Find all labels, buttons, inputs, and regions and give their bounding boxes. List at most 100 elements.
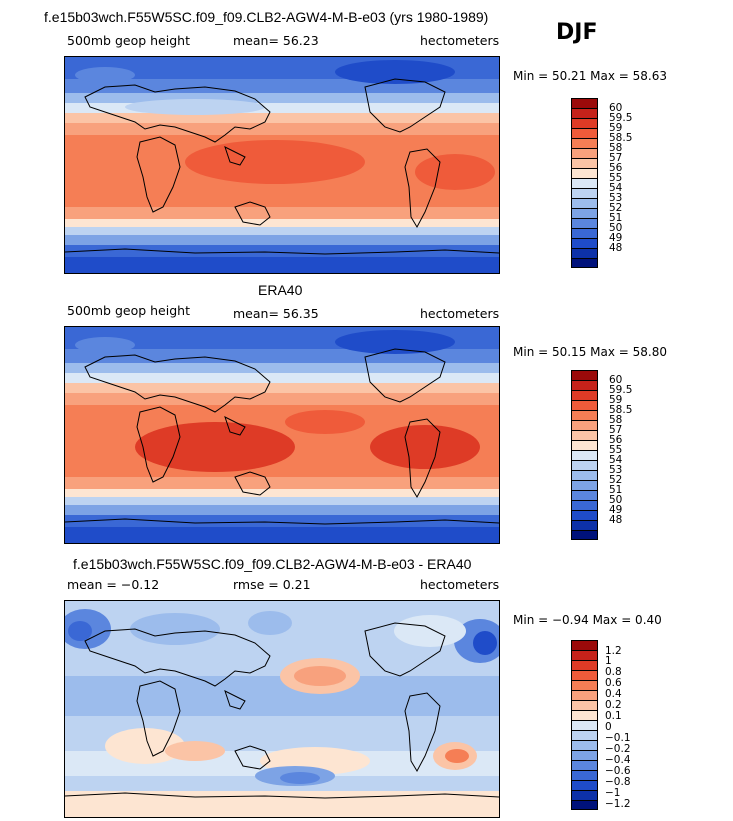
- panel1-colorbar: [571, 98, 598, 268]
- panel3-units: hectometers: [420, 577, 500, 592]
- panel2-colorbar-swatch: [572, 461, 597, 471]
- panel1-colorbar-label: 59.5: [609, 112, 633, 124]
- panel3-colorbar-label: 1: [605, 655, 612, 667]
- panel3-colorbar-swatch: [572, 671, 597, 681]
- panel1-colorbar-swatch: [572, 129, 597, 139]
- panel1-colorbar-swatch: [572, 179, 597, 189]
- panel1-colorbar-swatch: [572, 259, 597, 267]
- panel1-colorbar-label: 56: [609, 162, 623, 174]
- panel2-colorbar: [571, 370, 598, 540]
- panel3-colorbar-label: −1.2: [605, 798, 631, 810]
- panel3-colorbar-swatch: [572, 801, 597, 809]
- panel1-colorbar-label: 60: [609, 102, 623, 114]
- panel3-colorbar-swatch: [572, 681, 597, 691]
- panel1-colorbar-swatch: [572, 119, 597, 129]
- panel2-colorbar-swatch: [572, 451, 597, 461]
- panel3-colorbar-label: −0.4: [605, 754, 631, 766]
- panel2-colorbar-swatch: [572, 481, 597, 491]
- panel2-map: [64, 326, 500, 544]
- panel2-minmax: Min = 50.15 Max = 58.80: [513, 345, 667, 359]
- panel2-colorbar-label: 58.5: [609, 404, 633, 416]
- panel1-colorbar-label: 50: [609, 222, 623, 234]
- panel1-colorbar-label: 58: [609, 142, 623, 154]
- panel1-minmax: Min = 50.21 Max = 58.63: [513, 69, 667, 83]
- panel1-colorbar-label: 59: [609, 122, 623, 134]
- panel3-colorbar-swatch: [572, 771, 597, 781]
- panel2-colorbar-swatch: [572, 491, 597, 501]
- panel1-contour-fill: [65, 57, 499, 273]
- panel2-colorbar-label: 50: [609, 494, 623, 506]
- panel3-colorbar-swatch: [572, 721, 597, 731]
- panel2-colorbar-label: 58: [609, 414, 623, 426]
- panel2-colorbar-label: 54: [609, 454, 623, 466]
- panel3-colorbar-swatch: [572, 711, 597, 721]
- panel2-colorbar-label: 59.5: [609, 384, 633, 396]
- panel2-colorbar-swatch: [572, 421, 597, 431]
- panel3-title: f.e15b03wch.F55W5SC.f09_f09.CLB2-AGW4-M-…: [73, 556, 472, 572]
- panel3-colorbar-label: 0.2: [605, 699, 622, 711]
- panel3-colorbar-swatch: [572, 781, 597, 791]
- panel3-colorbar-swatch: [572, 741, 597, 751]
- panel3-colorbar-label: −0.1: [605, 732, 631, 744]
- panel2-coastlines: [65, 348, 499, 525]
- panel1-colorbar-swatch: [572, 199, 597, 209]
- panel2-colorbar-label: 48: [609, 514, 623, 526]
- panel3-colorbar-swatch: [572, 731, 597, 741]
- panel1-colorbar-label: 49: [609, 232, 623, 244]
- panel2-units: hectometers: [420, 306, 500, 321]
- panel2-title: ERA40: [258, 282, 303, 298]
- season-label: DJF: [556, 20, 598, 45]
- panel3-colorbar-swatch: [572, 791, 597, 801]
- panel1-colorbar-swatch: [572, 139, 597, 149]
- panel2-colorbar-label: 55: [609, 444, 623, 456]
- panel3-colorbar-swatch: [572, 651, 597, 661]
- panel1-colorbar-swatch: [572, 149, 597, 159]
- panel3-colorbar-swatch: [572, 691, 597, 701]
- panel3-colorbar-swatch: [572, 701, 597, 711]
- panel1-mean: mean= 56.23: [233, 33, 319, 48]
- panel1-colorbar-label: 57: [609, 152, 623, 164]
- panel3-colorbar-label: −0.2: [605, 743, 631, 755]
- panel3-colorbar-label: 1.2: [605, 645, 622, 657]
- panel1-colorbar-swatch: [572, 209, 597, 219]
- panel1-colorbar-swatch: [572, 109, 597, 119]
- panel3-colorbar-label: −0.6: [605, 765, 631, 777]
- panel1-colorbar-swatch: [572, 219, 597, 229]
- panel3-coastlines: [65, 622, 499, 799]
- panel1-colorbar-label: 51: [609, 212, 623, 224]
- panel2-colorbar-label: 51: [609, 484, 623, 496]
- panel3-colorbar-label: −0.8: [605, 776, 631, 788]
- panel3-colorbar: [571, 640, 598, 810]
- panel2-colorbar-label: 52: [609, 474, 623, 486]
- panel3-rmse: rmse = 0.21: [233, 577, 311, 592]
- panel3-contour-fill: [65, 601, 499, 817]
- panel3-mean: mean = −0.12: [67, 577, 160, 592]
- panel3-colorbar-label: 0: [605, 721, 612, 733]
- panel2-colorbar-label: 56: [609, 434, 623, 446]
- panel1-colorbar-swatch: [572, 249, 597, 259]
- panel2-colorbar-swatch: [572, 371, 597, 381]
- panel1-colorbar-swatch: [572, 189, 597, 199]
- panel1-colorbar-swatch: [572, 99, 597, 109]
- panel2-mean: mean= 56.35: [233, 306, 319, 321]
- panel2-colorbar-label: 60: [609, 374, 623, 386]
- panel3-colorbar-label: −1: [605, 787, 621, 799]
- panel3-colorbar-swatch: [572, 641, 597, 651]
- panel1-colorbar-swatch: [572, 239, 597, 249]
- panel1-title: f.e15b03wch.F55W5SC.f09_f09.CLB2-AGW4-M-…: [44, 9, 489, 25]
- panel2-colorbar-swatch: [572, 501, 597, 511]
- panel1-variable: 500mb geop height: [67, 33, 190, 48]
- panel2-colorbar-swatch: [572, 391, 597, 401]
- panel2-contour-fill: [65, 327, 499, 543]
- panel3-colorbar-label: 0.1: [605, 710, 622, 722]
- panel2-colorbar-swatch: [572, 521, 597, 531]
- panel3-colorbar-swatch: [572, 761, 597, 771]
- panel1-coastlines: [65, 78, 499, 255]
- panel3-colorbar-label: 0.4: [605, 688, 622, 700]
- panel2-colorbar-swatch: [572, 401, 597, 411]
- panel2-colorbar-swatch: [572, 381, 597, 391]
- panel2-colorbar-swatch: [572, 441, 597, 451]
- panel1-units: hectometers: [420, 33, 500, 48]
- panel2-colorbar-label: 53: [609, 464, 623, 476]
- panel1-colorbar-label: 54: [609, 182, 623, 194]
